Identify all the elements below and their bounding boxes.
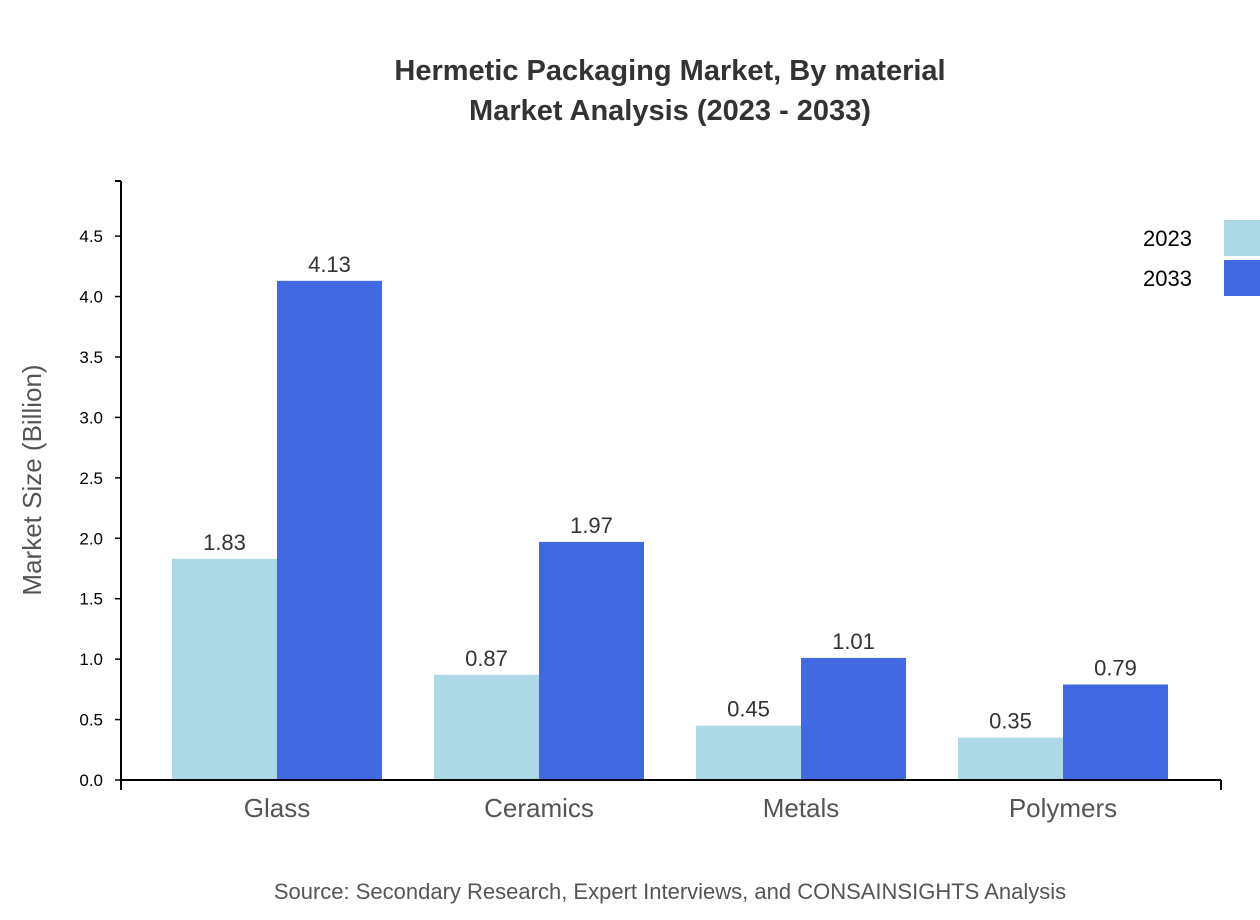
source-note: Source: Secondary Research, Expert Inter… <box>274 879 1066 904</box>
bar-ceramics-2023 <box>434 674 539 780</box>
y-tick-label: 2.0 <box>79 529 103 548</box>
data-label: 0.35 <box>989 709 1032 734</box>
bar-polymers-2023 <box>958 737 1063 780</box>
y-tick-label: 4.0 <box>79 288 103 307</box>
legend-label: 2033 <box>1143 266 1192 291</box>
y-axis-label: Market Size (Billion) <box>17 364 47 595</box>
legend-label: 2023 <box>1143 226 1192 251</box>
bar-metals-2033 <box>801 657 906 780</box>
y-tick-label: 4.5 <box>79 227 103 246</box>
y-tick-label: 1.0 <box>79 650 103 669</box>
legend-swatch-2033 <box>1224 260 1260 296</box>
y-tick-label: 0.0 <box>79 771 103 790</box>
y-tick-label: 3.5 <box>79 348 103 367</box>
bar-glass-2023 <box>172 558 277 780</box>
y-tick-label: 3.0 <box>79 408 103 427</box>
x-tick-label: Ceramics <box>484 793 594 823</box>
data-label: 0.79 <box>1094 656 1137 681</box>
bar-metals-2023 <box>696 725 801 780</box>
y-tick-label: 1.5 <box>79 590 103 609</box>
y-tick-label: 0.5 <box>79 711 103 730</box>
data-label: 1.01 <box>832 629 875 654</box>
data-label: 0.87 <box>465 646 508 671</box>
data-label: 0.45 <box>727 697 770 722</box>
data-label: 4.13 <box>308 252 351 277</box>
bar-ceramics-2033 <box>539 541 644 780</box>
bar-polymers-2033 <box>1063 684 1168 780</box>
bar-glass-2033 <box>277 280 382 780</box>
x-tick-label: Polymers <box>1009 793 1117 823</box>
data-label: 1.97 <box>570 513 613 538</box>
x-tick-label: Metals <box>763 793 840 823</box>
y-tick-label: 2.5 <box>79 469 103 488</box>
legend-swatch-2023 <box>1224 220 1260 256</box>
chart-subtitle: Market Analysis (2023 - 2033) <box>469 95 871 127</box>
chart-title: Hermetic Packaging Market, By material <box>394 55 945 87</box>
data-label: 1.83 <box>203 530 246 555</box>
x-tick-label: Glass <box>244 793 310 823</box>
